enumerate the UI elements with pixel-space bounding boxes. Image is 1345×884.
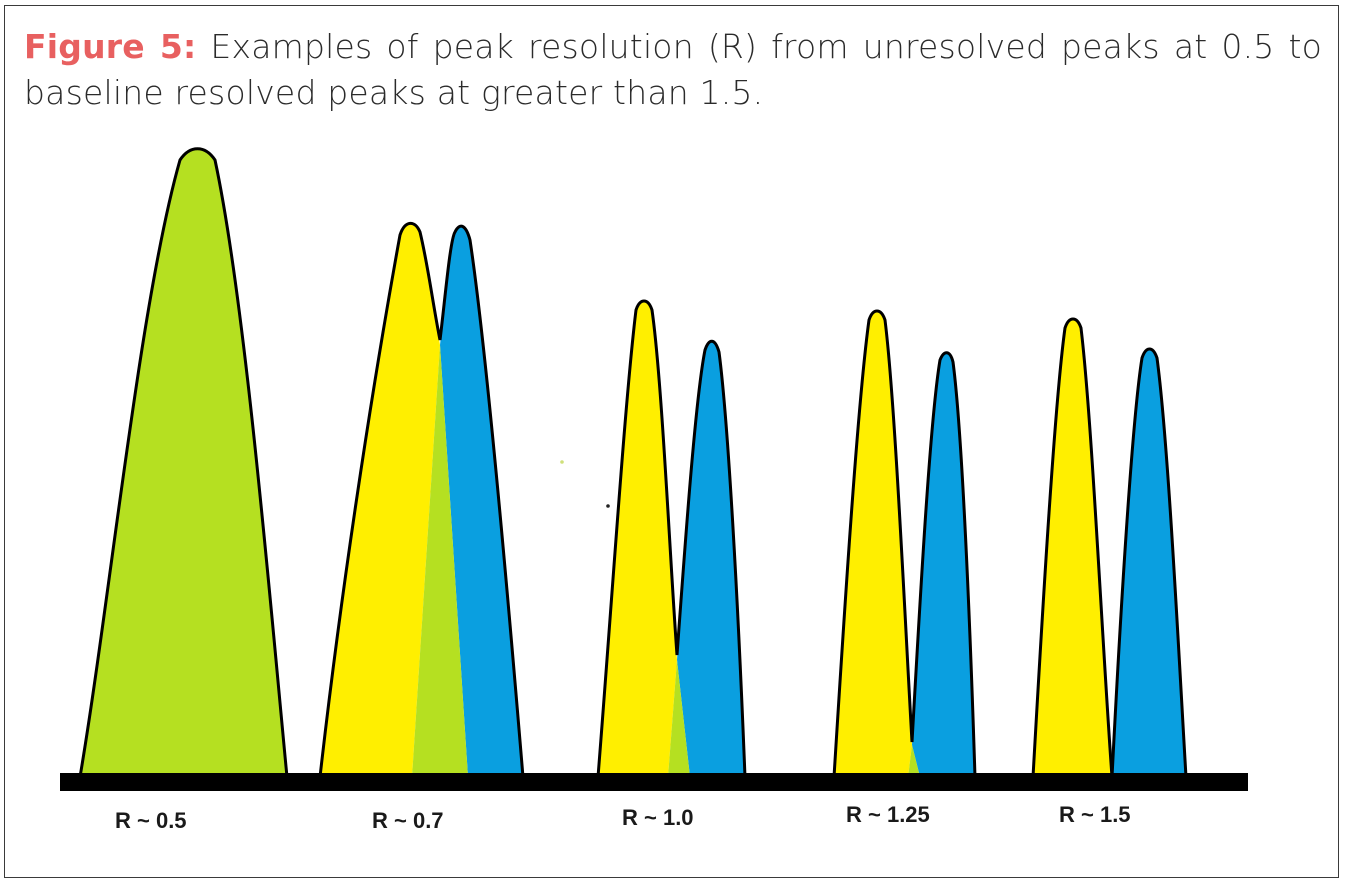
stray-dot (560, 460, 564, 464)
resolution-label-r-1-5: R ~ 1.5 (1059, 802, 1131, 827)
peak-a (320, 223, 440, 777)
peak-outline (318, 221, 525, 778)
caption-text: Examples of peak resolution (R) from unr… (24, 27, 1323, 112)
overlap-region (908, 745, 920, 777)
figure-caption: Figure 5: Examples of peak resolution (R… (24, 24, 1322, 116)
figure-label: Figure 5: (24, 27, 197, 66)
resolution-label-r-0-5: R ~ 0.5 (115, 808, 187, 833)
peak-b (1110, 347, 1188, 779)
peak-group-r-1-5 (1031, 317, 1188, 779)
stray-dot (606, 504, 610, 508)
peak-b (440, 226, 523, 777)
baseline (60, 773, 1248, 791)
peak-outline (832, 309, 977, 778)
resolution-label-r-1-0: R ~ 1.0 (622, 805, 694, 830)
resolution-label-r-0-7: R ~ 0.7 (372, 808, 444, 833)
resolution-label-r-1-25: R ~ 1.25 (846, 802, 930, 827)
peak-outline (596, 299, 747, 778)
overlap-region (668, 660, 690, 777)
overlap-region (412, 345, 468, 777)
peak-a (1031, 317, 1114, 779)
peak-a (834, 311, 912, 777)
peak-group-r-1-25 (832, 309, 977, 778)
peak-group-r-0-7 (318, 221, 525, 778)
peak-group-r-0-5 (78, 147, 289, 779)
peak-b (912, 352, 975, 777)
merged-peak (78, 147, 289, 779)
peak-group-r-1-0 (596, 299, 747, 778)
peak-a (598, 301, 677, 777)
